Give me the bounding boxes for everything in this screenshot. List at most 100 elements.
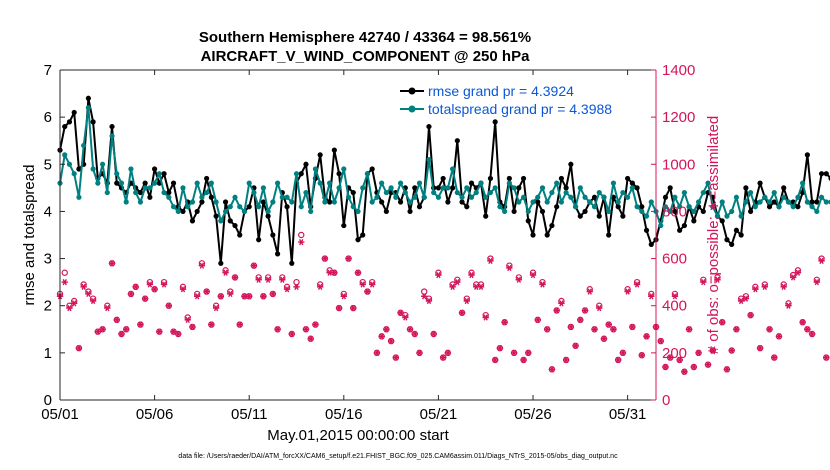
rmse-point xyxy=(530,232,536,238)
totalspread-point xyxy=(823,199,829,205)
obs-assimilated-point xyxy=(458,309,466,316)
rmse-point xyxy=(137,189,144,196)
obs-assimilated-point xyxy=(146,281,154,288)
rmse-point xyxy=(383,208,389,215)
obs-assimilated-point xyxy=(373,349,381,356)
obs-assimilated-point xyxy=(520,356,527,364)
totalspread-point xyxy=(601,194,607,200)
obs-assimilated-stroke xyxy=(379,333,384,340)
totalspread-point xyxy=(804,199,810,205)
rmse-point xyxy=(76,166,82,172)
rmse-point xyxy=(360,232,366,238)
obs-assimilated-stroke xyxy=(86,290,91,298)
obs-assimilated-stroke xyxy=(403,314,408,321)
obs-assimilated-point xyxy=(99,326,106,333)
obs-assimilated-stroke xyxy=(426,297,432,305)
totalspread-point xyxy=(814,208,820,215)
totalspread-point xyxy=(189,199,196,205)
totalspread-point xyxy=(270,199,276,205)
obs-assimilated-point xyxy=(525,349,532,356)
totalspread-point xyxy=(156,171,162,177)
totalspread-point xyxy=(681,189,687,196)
obs-assimilated-point xyxy=(454,279,461,286)
obs-assimilated-stroke xyxy=(615,356,621,364)
totalspread-point xyxy=(369,199,375,205)
obs-assimilated-stroke xyxy=(554,307,559,314)
obs-assimilated-stroke xyxy=(209,321,214,328)
obs-assimilated-stroke xyxy=(327,269,332,276)
rmse-point xyxy=(180,208,186,215)
rmse-point xyxy=(435,185,442,191)
rmse-point xyxy=(629,180,635,186)
obs-assimilated-stroke xyxy=(729,347,734,354)
rmse-point xyxy=(303,161,309,167)
obs-assimilated-point xyxy=(813,279,821,286)
obs-assimilated-point xyxy=(350,304,357,312)
totalspread-point xyxy=(473,189,479,196)
rmse-point xyxy=(161,171,167,177)
totalspread-point xyxy=(643,213,650,219)
totalspread-point xyxy=(128,166,134,172)
obs-assimilated-stroke xyxy=(578,316,583,323)
rmse-point xyxy=(317,152,323,158)
obs-assimilated-stroke xyxy=(190,323,195,331)
totalspread-point xyxy=(62,152,68,158)
obs-assimilated-stroke xyxy=(582,307,588,314)
obs-assimilated-point xyxy=(359,281,366,288)
obs-assimilated-point xyxy=(624,288,631,295)
obs-assimilated-stroke xyxy=(265,276,271,283)
rmse-point xyxy=(677,227,683,233)
rmse-point xyxy=(766,204,773,210)
totalspread-point xyxy=(705,180,711,186)
obs-assimilated-stroke xyxy=(237,321,242,328)
y-tick-label-right: 1400 xyxy=(662,62,695,79)
obs-assimilated-stroke xyxy=(545,326,550,333)
rmse-point xyxy=(142,180,148,186)
obs-assimilated-stroke xyxy=(753,286,758,293)
totalspread-point xyxy=(757,199,763,205)
obs-assimilated-point xyxy=(577,316,584,323)
obs-assimilated-stroke xyxy=(393,354,399,361)
legend-spread-marker xyxy=(408,105,416,113)
obs-assimilated-point xyxy=(600,335,608,342)
obs-assimilated-point xyxy=(671,293,679,300)
rmse-point xyxy=(558,175,564,182)
obs-assimilated-point xyxy=(562,356,570,364)
rmse-point xyxy=(568,161,574,167)
obs-assimilated-point xyxy=(733,326,740,333)
obs-assimilated-stroke xyxy=(649,293,654,300)
totalspread-point xyxy=(336,185,342,191)
obs-assimilated-point xyxy=(331,269,338,276)
rmse-point xyxy=(544,232,550,238)
obs-assimilated-point xyxy=(506,264,513,272)
obs-assimilated-stroke xyxy=(464,297,469,305)
x-tick-label: 05/26 xyxy=(514,406,552,423)
obs-assimilated-point xyxy=(723,366,731,373)
x-axis-title: May.01,2015 00:00:00 start xyxy=(267,427,449,444)
rmse-point xyxy=(327,199,333,205)
obs-assimilated-point xyxy=(719,319,726,326)
totalspread-point xyxy=(497,204,503,210)
obs-assimilated-point xyxy=(695,349,702,356)
obs-assimilated-stroke xyxy=(308,335,313,342)
totalspread-point xyxy=(81,142,87,149)
rmse-point xyxy=(350,189,356,196)
totalspread-point xyxy=(312,166,319,172)
obs-assimilated-stroke xyxy=(639,352,645,359)
obs-assimilated-stroke xyxy=(757,345,763,352)
obs-assimilated-point xyxy=(217,293,225,300)
obs-assimilated-point xyxy=(463,297,470,305)
totalspread-point xyxy=(719,199,725,205)
totalspread-point xyxy=(766,199,773,205)
y-tick-label-left: 2 xyxy=(44,298,52,315)
obs-assimilated-point xyxy=(794,269,802,276)
rmse-point xyxy=(738,232,744,238)
totalspread-point xyxy=(90,166,96,172)
rmse-point xyxy=(66,119,73,125)
totalspread-point xyxy=(161,189,167,196)
obs-possible-point xyxy=(421,288,428,295)
obs-assimilated-point xyxy=(89,297,97,305)
totalspread-point xyxy=(175,208,181,215)
obs-assimilated-point xyxy=(662,363,669,371)
